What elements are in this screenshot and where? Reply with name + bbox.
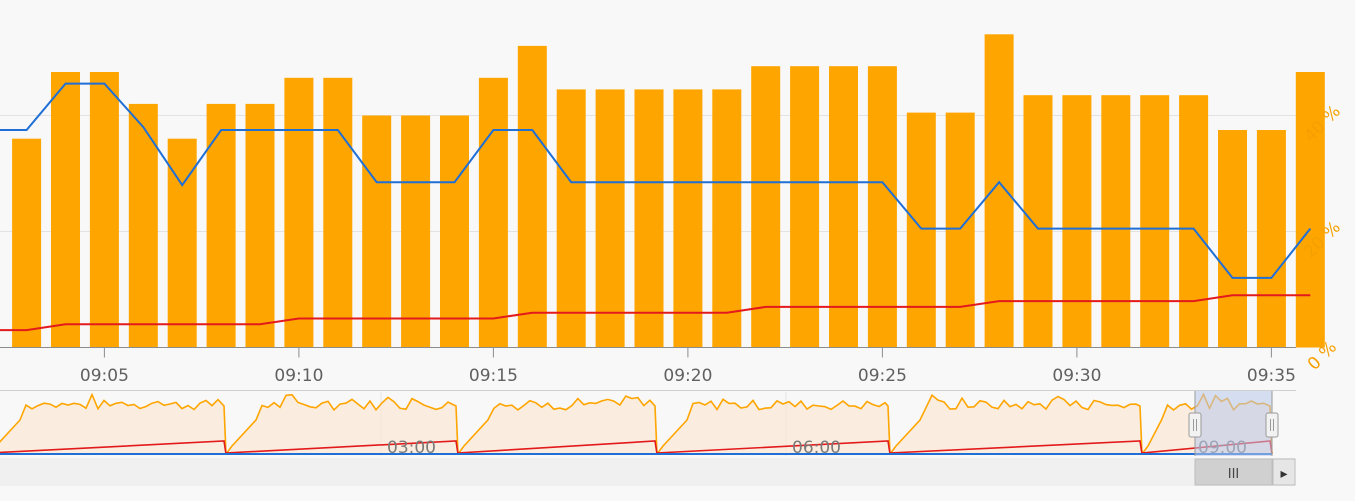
- bar-09:13: [401, 115, 431, 348]
- bar-09:08: [206, 103, 236, 348]
- blue-line: [0, 82, 1312, 279]
- scrollbar[interactable]: III ▸: [0, 458, 1296, 486]
- bar-09:09: [245, 103, 275, 348]
- navigator-series: [0, 392, 1273, 455]
- bar-09:31: [1101, 95, 1131, 348]
- bar-09:27: [945, 112, 975, 348]
- bar-09:21: [712, 89, 742, 348]
- bar-09:34: [1218, 130, 1247, 348]
- bar-09:28: [984, 34, 1014, 348]
- bar-09:23: [790, 66, 820, 348]
- bar-09:07: [167, 138, 197, 348]
- bar-09:05: [89, 72, 119, 348]
- x-tick-label-09:35: 09:35: [1247, 366, 1296, 386]
- navigator-bar-line: [0, 392, 1273, 455]
- navigator-label-03:00: 03:00: [387, 438, 436, 458]
- bar-09:04: [51, 72, 80, 348]
- bar-09:26: [906, 112, 936, 348]
- bar-partial: [12, 138, 42, 348]
- bar-09:30: [1062, 95, 1092, 348]
- navigator-right-handle[interactable]: [1265, 412, 1279, 438]
- line-series: [0, 82, 1312, 332]
- bar-09:17: [556, 89, 586, 348]
- x-tick-label-09:05: 09:05: [80, 366, 129, 386]
- scrollbar-thumb[interactable]: [1194, 458, 1273, 486]
- bar-09:18: [595, 89, 625, 348]
- navigator-label-06:00: 06:00: [792, 438, 841, 458]
- bar-09:29: [1023, 95, 1053, 348]
- bar-09:24: [829, 66, 858, 348]
- bar-series: [12, 34, 1325, 348]
- bar-09:22: [751, 66, 781, 348]
- x-tick-label-09:10: 09:10: [274, 366, 323, 386]
- bar-09:35: [1256, 130, 1286, 348]
- x-tick-label-09:15: 09:15: [469, 366, 518, 386]
- bar-09:12: [362, 115, 392, 348]
- bar-09:10: [284, 77, 314, 348]
- bar-09:25: [867, 66, 897, 348]
- scrollbar-right-button[interactable]: [1272, 458, 1296, 486]
- bar-09:14: [440, 115, 469, 348]
- scrollbar-right-arrow-icon: ▸: [1280, 466, 1287, 482]
- red-line: [0, 294, 1311, 332]
- bar-09:06: [128, 103, 158, 348]
- bar-09:20: [673, 89, 703, 348]
- navigator-left-handle[interactable]: [1188, 412, 1202, 438]
- bar-09:16: [517, 45, 547, 348]
- bar-09:33: [1179, 95, 1209, 348]
- scrollbar-track[interactable]: [0, 458, 1295, 486]
- bar-09:11: [323, 77, 353, 348]
- x-axis: 09:05 09:10 09:15 09:20 09:25 09:30 09:35: [0, 347, 1296, 386]
- bar-09:36: [1295, 72, 1325, 348]
- x-tick-label-09:30: 09:30: [1052, 366, 1101, 386]
- x-tick-label-09:25: 09:25: [858, 366, 907, 386]
- bar-09:32: [1140, 95, 1170, 348]
- bar-09:15: [478, 77, 508, 348]
- bar-09:19: [634, 89, 664, 348]
- navigator-selected-range[interactable]: [1195, 391, 1272, 456]
- x-tick-label-09:20: 09:20: [663, 366, 712, 386]
- scrollbar-thumb-grip: III: [1228, 467, 1240, 482]
